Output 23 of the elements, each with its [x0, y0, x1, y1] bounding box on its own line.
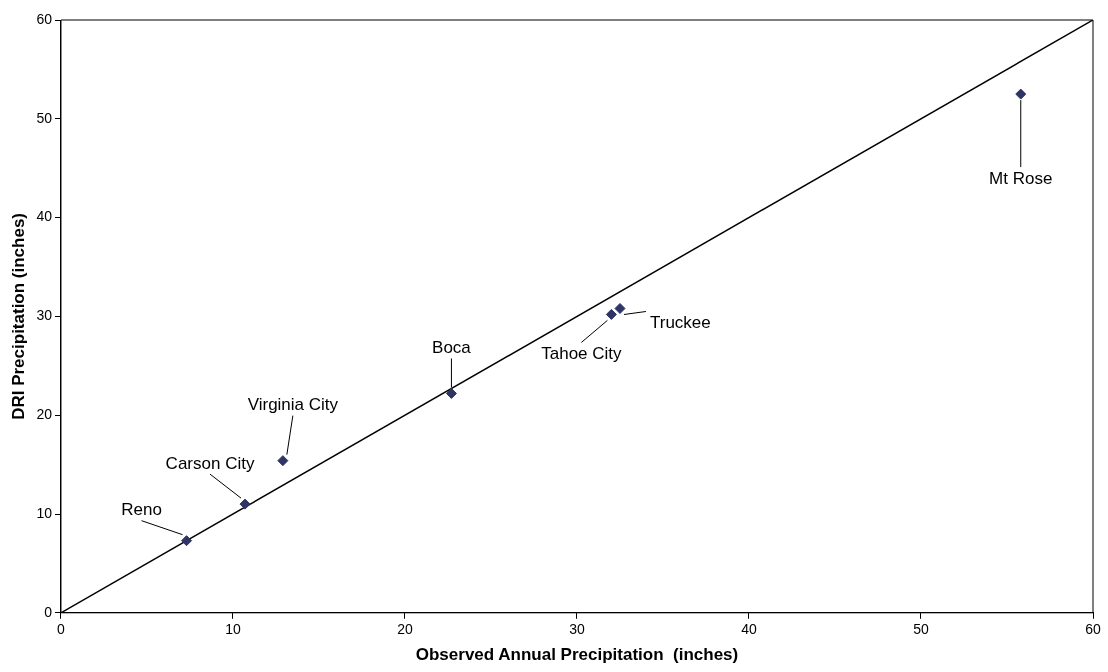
- annotation: Reno: [121, 500, 162, 520]
- x-tick-label: 30: [569, 621, 585, 638]
- y-tick-label: 10: [36, 504, 53, 521]
- y-tick-label: 0: [44, 603, 53, 620]
- annotation: Tahoe City: [541, 344, 623, 364]
- x-tick-label: 20: [397, 621, 413, 638]
- y-tick-label: 60: [36, 10, 53, 27]
- x-tick-label: 50: [913, 621, 929, 638]
- x-tick-label: 10: [225, 621, 241, 638]
- y-axis-title: DRI Precipitation (inches): [8, 212, 28, 420]
- y-tick-label: 50: [36, 109, 53, 126]
- x-tick-label: 40: [741, 621, 757, 638]
- x-tick-label: 60: [1085, 621, 1101, 638]
- y-tick-label: 30: [36, 307, 53, 324]
- x-tick-label: 0: [57, 621, 66, 638]
- x-axis-title: Observed Annual Precipitation (inches): [415, 645, 739, 665]
- annotation: Truckee: [649, 313, 711, 333]
- y-tick-label: 20: [36, 406, 53, 423]
- annotation: Virginia City: [247, 395, 339, 415]
- annotation: Mt Rose: [989, 168, 1053, 188]
- annotation: Boca: [432, 338, 472, 358]
- y-tick-label: 40: [36, 208, 53, 225]
- annotation: Carson City: [165, 453, 255, 473]
